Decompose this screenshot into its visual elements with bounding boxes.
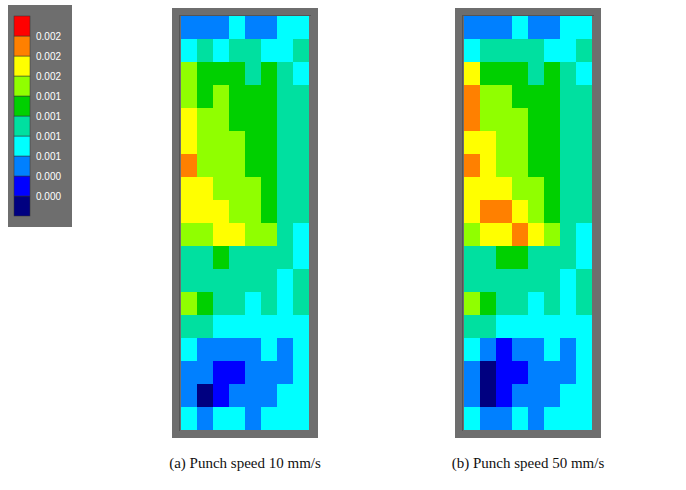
html-text:(b) Punch speed 50 mm/s: (b) Punch speed 50 mm/s	[451, 455, 605, 471]
svg-text:0.002: 0.002	[36, 31, 61, 42]
svg-text:0.001: 0.001	[36, 151, 61, 162]
svg-text:0.000: 0.000	[36, 191, 61, 202]
svg-text:0.002: 0.002	[36, 51, 61, 62]
svg-text:0.002: 0.002	[36, 71, 61, 82]
html-text:(a) Punch speed 10 mm/s: (a) Punch speed 10 mm/s	[169, 455, 321, 471]
svg-text:0.001: 0.001	[36, 131, 61, 142]
svg-text:0.001: 0.001	[36, 111, 61, 122]
svg-text:0.000: 0.000	[36, 171, 61, 182]
svg-text:0.001: 0.001	[36, 91, 61, 102]
